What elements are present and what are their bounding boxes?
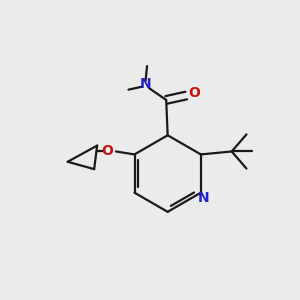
Text: O: O <box>101 144 113 158</box>
Text: N: N <box>197 191 209 205</box>
Text: O: O <box>188 86 200 100</box>
Text: N: N <box>140 77 152 91</box>
